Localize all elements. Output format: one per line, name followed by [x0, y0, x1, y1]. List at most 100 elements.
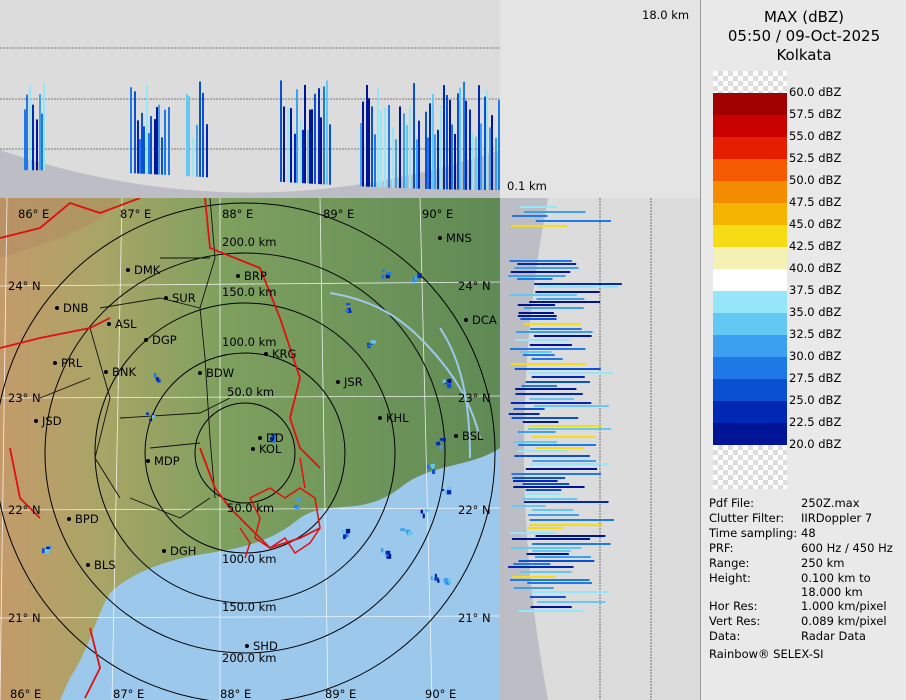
- lat-label-21-east: 21° N: [458, 611, 491, 625]
- scale-swatch: [713, 159, 787, 181]
- info-key: Time sampling:: [709, 526, 798, 540]
- echo-cell: [407, 531, 413, 536]
- lat-label-22-west: 22° N: [8, 503, 41, 517]
- echo-cell: [447, 378, 452, 383]
- scale-swatch-below: [713, 445, 787, 489]
- echo-column: [186, 94, 188, 177]
- echo-row: [517, 304, 556, 306]
- scale-swatch: [713, 401, 787, 423]
- echo-row: [520, 571, 572, 573]
- echo-row: [513, 408, 545, 410]
- echo-row: [510, 579, 590, 581]
- echo-cell: [446, 490, 452, 495]
- echo-column: [287, 107, 289, 183]
- lon-label-87: 87° E: [120, 207, 151, 221]
- station-dot: [438, 236, 442, 240]
- echo-row: [511, 473, 601, 475]
- scale-swatch: [713, 225, 787, 247]
- echo-column: [478, 85, 480, 190]
- station-label: BNK: [112, 365, 136, 379]
- lon-label-90: 90° E: [422, 207, 453, 221]
- echo-column: [434, 134, 436, 190]
- echo-row: [530, 606, 572, 608]
- echo-cell: [422, 513, 425, 519]
- ring-label-100-north: 100.0 km: [222, 335, 276, 349]
- echo-row: [508, 413, 540, 415]
- echo-column: [192, 138, 194, 177]
- echo-row: [527, 514, 580, 516]
- lat-label-23-west: 23° N: [8, 391, 41, 405]
- echo-column: [161, 137, 163, 175]
- echo-column: [416, 139, 418, 189]
- station-dot: [251, 447, 255, 451]
- echo-row: [534, 283, 622, 285]
- footer-label: Rainbow® SELEX-SI: [709, 647, 824, 661]
- echo-column: [158, 104, 160, 175]
- station-dot: [264, 352, 268, 356]
- lat-label-24-east: 24° N: [458, 279, 491, 293]
- echo-column: [425, 111, 427, 189]
- echo-row: [513, 441, 558, 443]
- echo-column: [388, 104, 390, 188]
- scale-tick-label: 45.0 dBZ: [789, 217, 842, 231]
- echo-column: [377, 87, 379, 188]
- echo-column: [491, 115, 493, 190]
- echo-cell: [430, 576, 433, 581]
- scale-swatch: [713, 181, 787, 203]
- scale-tick-label: 37.5 dBZ: [789, 283, 842, 297]
- echo-column: [24, 109, 26, 171]
- echo-row: [529, 344, 572, 346]
- echo-row: [518, 560, 595, 562]
- station-label: DNB: [63, 301, 88, 315]
- station-dot: [198, 371, 202, 375]
- echo-cell: [145, 412, 149, 415]
- echo-column: [413, 83, 415, 189]
- scale-swatch: [713, 93, 787, 115]
- height-top-label: 18.0 km: [642, 8, 690, 22]
- lon-label-90-bottom: 90° E: [425, 687, 456, 700]
- echo-row: [535, 556, 591, 558]
- station-label: DGP: [152, 333, 177, 347]
- echo-column: [130, 87, 132, 174]
- echo-cell: [434, 577, 439, 581]
- echo-row: [527, 527, 563, 529]
- echo-cell: [420, 509, 424, 514]
- echo-cell: [380, 548, 384, 553]
- echo-row: [513, 587, 554, 589]
- echo-row: [521, 385, 557, 387]
- echo-cell: [294, 505, 298, 509]
- echo-column: [29, 84, 31, 171]
- echo-column: [329, 124, 331, 185]
- info-key: Pdf File:: [709, 496, 755, 510]
- echo-cell: [400, 528, 406, 531]
- echo-row: [535, 447, 585, 449]
- echo-column: [392, 127, 394, 188]
- lat-label-23-east: 23° N: [458, 391, 491, 405]
- echo-column: [39, 94, 41, 171]
- lat-label-21-west: 21° N: [8, 611, 41, 625]
- echo-cell: [432, 466, 435, 469]
- echo-row: [527, 582, 593, 584]
- echo-cell: [381, 274, 385, 279]
- echo-row: [508, 566, 574, 568]
- station-label: PRL: [61, 356, 83, 370]
- station-label: SHD: [253, 639, 278, 653]
- station-label: DGH: [170, 544, 196, 558]
- echo-column: [429, 103, 431, 189]
- station-label: BPD: [75, 512, 99, 526]
- echo-row: [523, 323, 582, 325]
- info-value: 250 km: [801, 556, 845, 570]
- echo-cell: [437, 579, 440, 583]
- station-label: DMK: [134, 263, 161, 277]
- echo-cell: [385, 274, 390, 279]
- info-key: Data:: [709, 629, 741, 643]
- echo-column: [302, 129, 304, 184]
- echo-row: [514, 267, 579, 269]
- ring-label-50-south: 50.0 km: [227, 501, 274, 515]
- scale-swatch: [713, 203, 787, 225]
- echo-row: [521, 351, 552, 353]
- echo-column: [374, 134, 376, 187]
- echo-cell: [405, 529, 411, 533]
- info-value: Radar Data: [801, 629, 866, 643]
- info-value: 250Z.max: [801, 496, 860, 510]
